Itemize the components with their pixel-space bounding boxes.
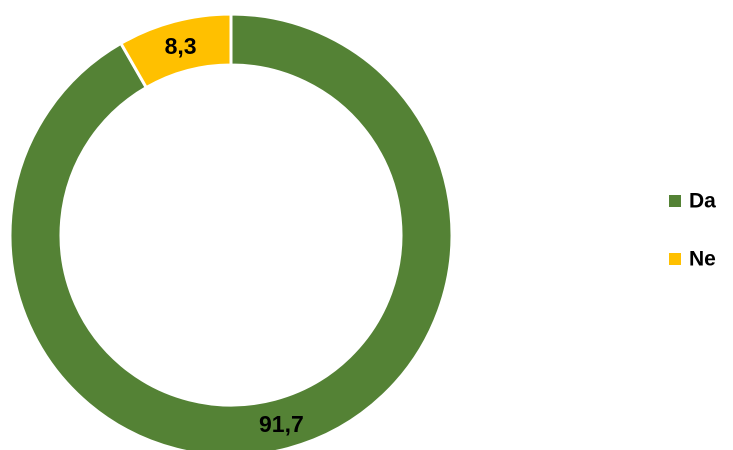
- donut-slice-da: [8, 12, 454, 450]
- legend-label-ne: Ne: [689, 248, 716, 271]
- data-label-ne: 8,3: [165, 33, 197, 59]
- legend-swatch-ne: [669, 253, 681, 265]
- legend: Da Ne: [669, 190, 716, 271]
- donut-slices: [8, 12, 454, 450]
- data-labels: 91,7 8,3: [165, 33, 304, 437]
- data-label-da: 91,7: [259, 411, 304, 437]
- donut-slice-ne: [118, 12, 233, 90]
- legend-label-da: Da: [689, 190, 716, 213]
- legend-swatch-da: [669, 195, 681, 207]
